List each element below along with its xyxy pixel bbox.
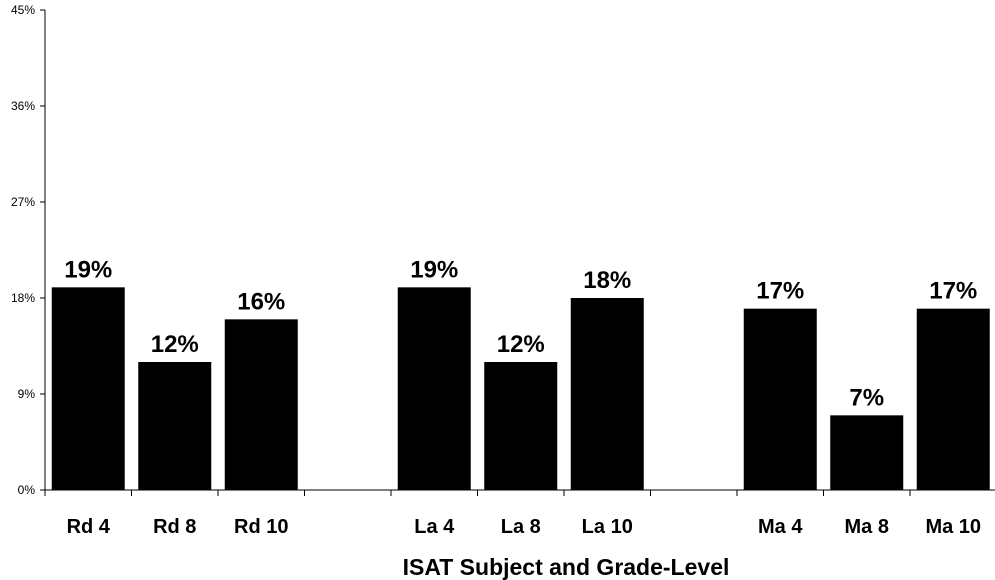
data-label: 17% <box>756 278 804 305</box>
x-tick-label: La 8 <box>501 516 541 538</box>
x-tick-label: Rd 4 <box>67 516 111 538</box>
bars <box>51 287 990 490</box>
y-axis: 0% 9% 18% 27% 36% 45% <box>11 3 46 497</box>
x-tick-label: Rd 8 <box>153 516 196 538</box>
x-tick-label: Ma 4 <box>758 516 803 538</box>
data-labels: 19% 12% 16% 19% 12% 18% 17% 7% 17% <box>64 256 977 411</box>
data-label: 18% <box>583 267 631 294</box>
data-label: 7% <box>849 384 884 411</box>
y-tick-label: 0% <box>18 483 36 497</box>
bar <box>916 308 990 490</box>
x-tick-label: La 4 <box>414 516 455 538</box>
x-axis-title: ISAT Subject and Grade-Level <box>403 554 730 580</box>
y-tick-label: 36% <box>11 99 35 113</box>
data-label: 19% <box>64 256 112 283</box>
bar <box>743 308 817 490</box>
data-label: 12% <box>497 331 545 358</box>
x-axis: Rd 4 Rd 8 Rd 10 La 4 La 8 La 10 Ma 4 Ma 8 Ma 10 <box>44 489 995 538</box>
data-label: 16% <box>237 288 285 315</box>
bar <box>51 287 125 490</box>
x-tick-label: La 10 <box>582 516 633 538</box>
y-tick-label: 45% <box>11 3 35 17</box>
bar <box>138 362 212 490</box>
data-label: 12% <box>151 331 199 358</box>
bar <box>830 415 904 490</box>
data-label: 17% <box>929 278 977 305</box>
y-tick-label: 27% <box>11 195 35 209</box>
x-tick-label: Ma 8 <box>845 516 889 538</box>
y-tick-label: 18% <box>11 291 35 305</box>
bar <box>570 298 644 490</box>
bar <box>397 287 471 490</box>
x-tick-label: Rd 10 <box>234 516 288 538</box>
y-tick-label: 9% <box>18 387 36 401</box>
x-tick-label: Ma 10 <box>925 516 981 538</box>
data-label: 19% <box>410 256 458 283</box>
bar <box>484 362 558 490</box>
bar <box>224 319 298 490</box>
